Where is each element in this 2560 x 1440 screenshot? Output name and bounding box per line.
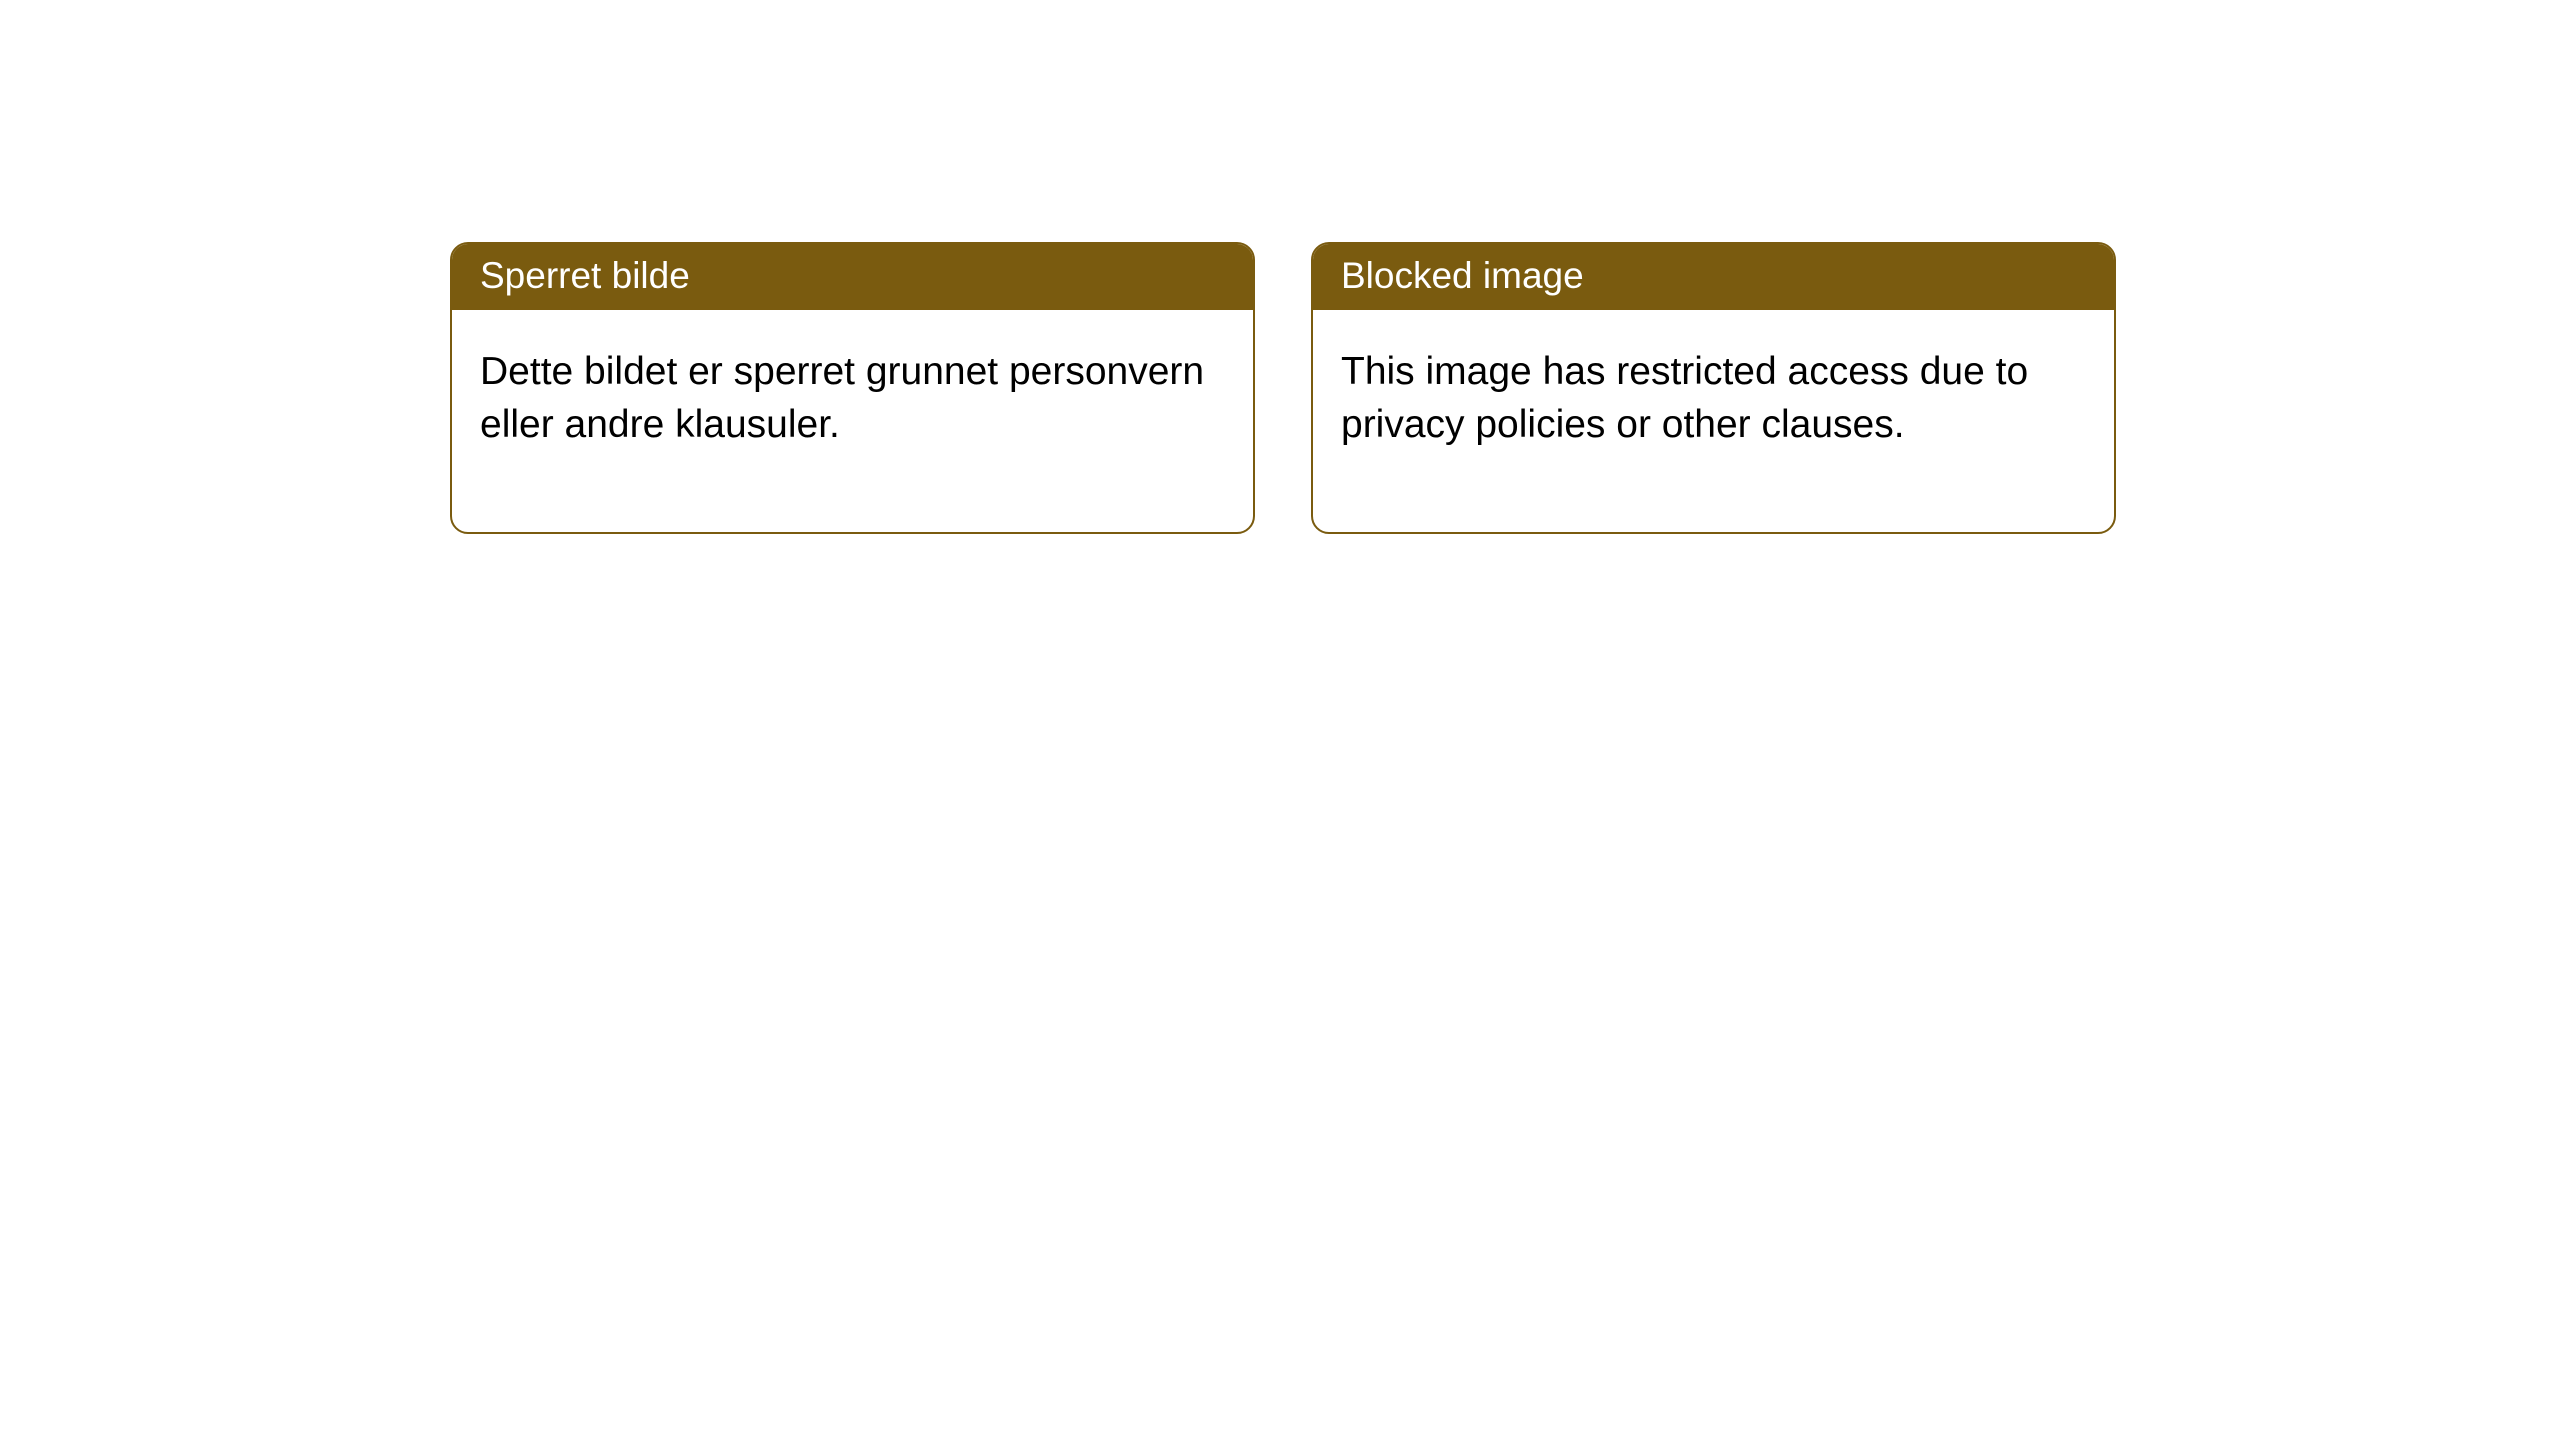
blocked-image-card-en: Blocked image This image has restricted … bbox=[1311, 242, 2116, 534]
notice-container: Sperret bilde Dette bildet er sperret gr… bbox=[0, 0, 2560, 534]
card-title-no: Sperret bilde bbox=[452, 244, 1253, 310]
blocked-image-card-no: Sperret bilde Dette bildet er sperret gr… bbox=[450, 242, 1255, 534]
card-body-no: Dette bildet er sperret grunnet personve… bbox=[452, 310, 1253, 531]
card-title-en: Blocked image bbox=[1313, 244, 2114, 310]
card-body-en: This image has restricted access due to … bbox=[1313, 310, 2114, 531]
